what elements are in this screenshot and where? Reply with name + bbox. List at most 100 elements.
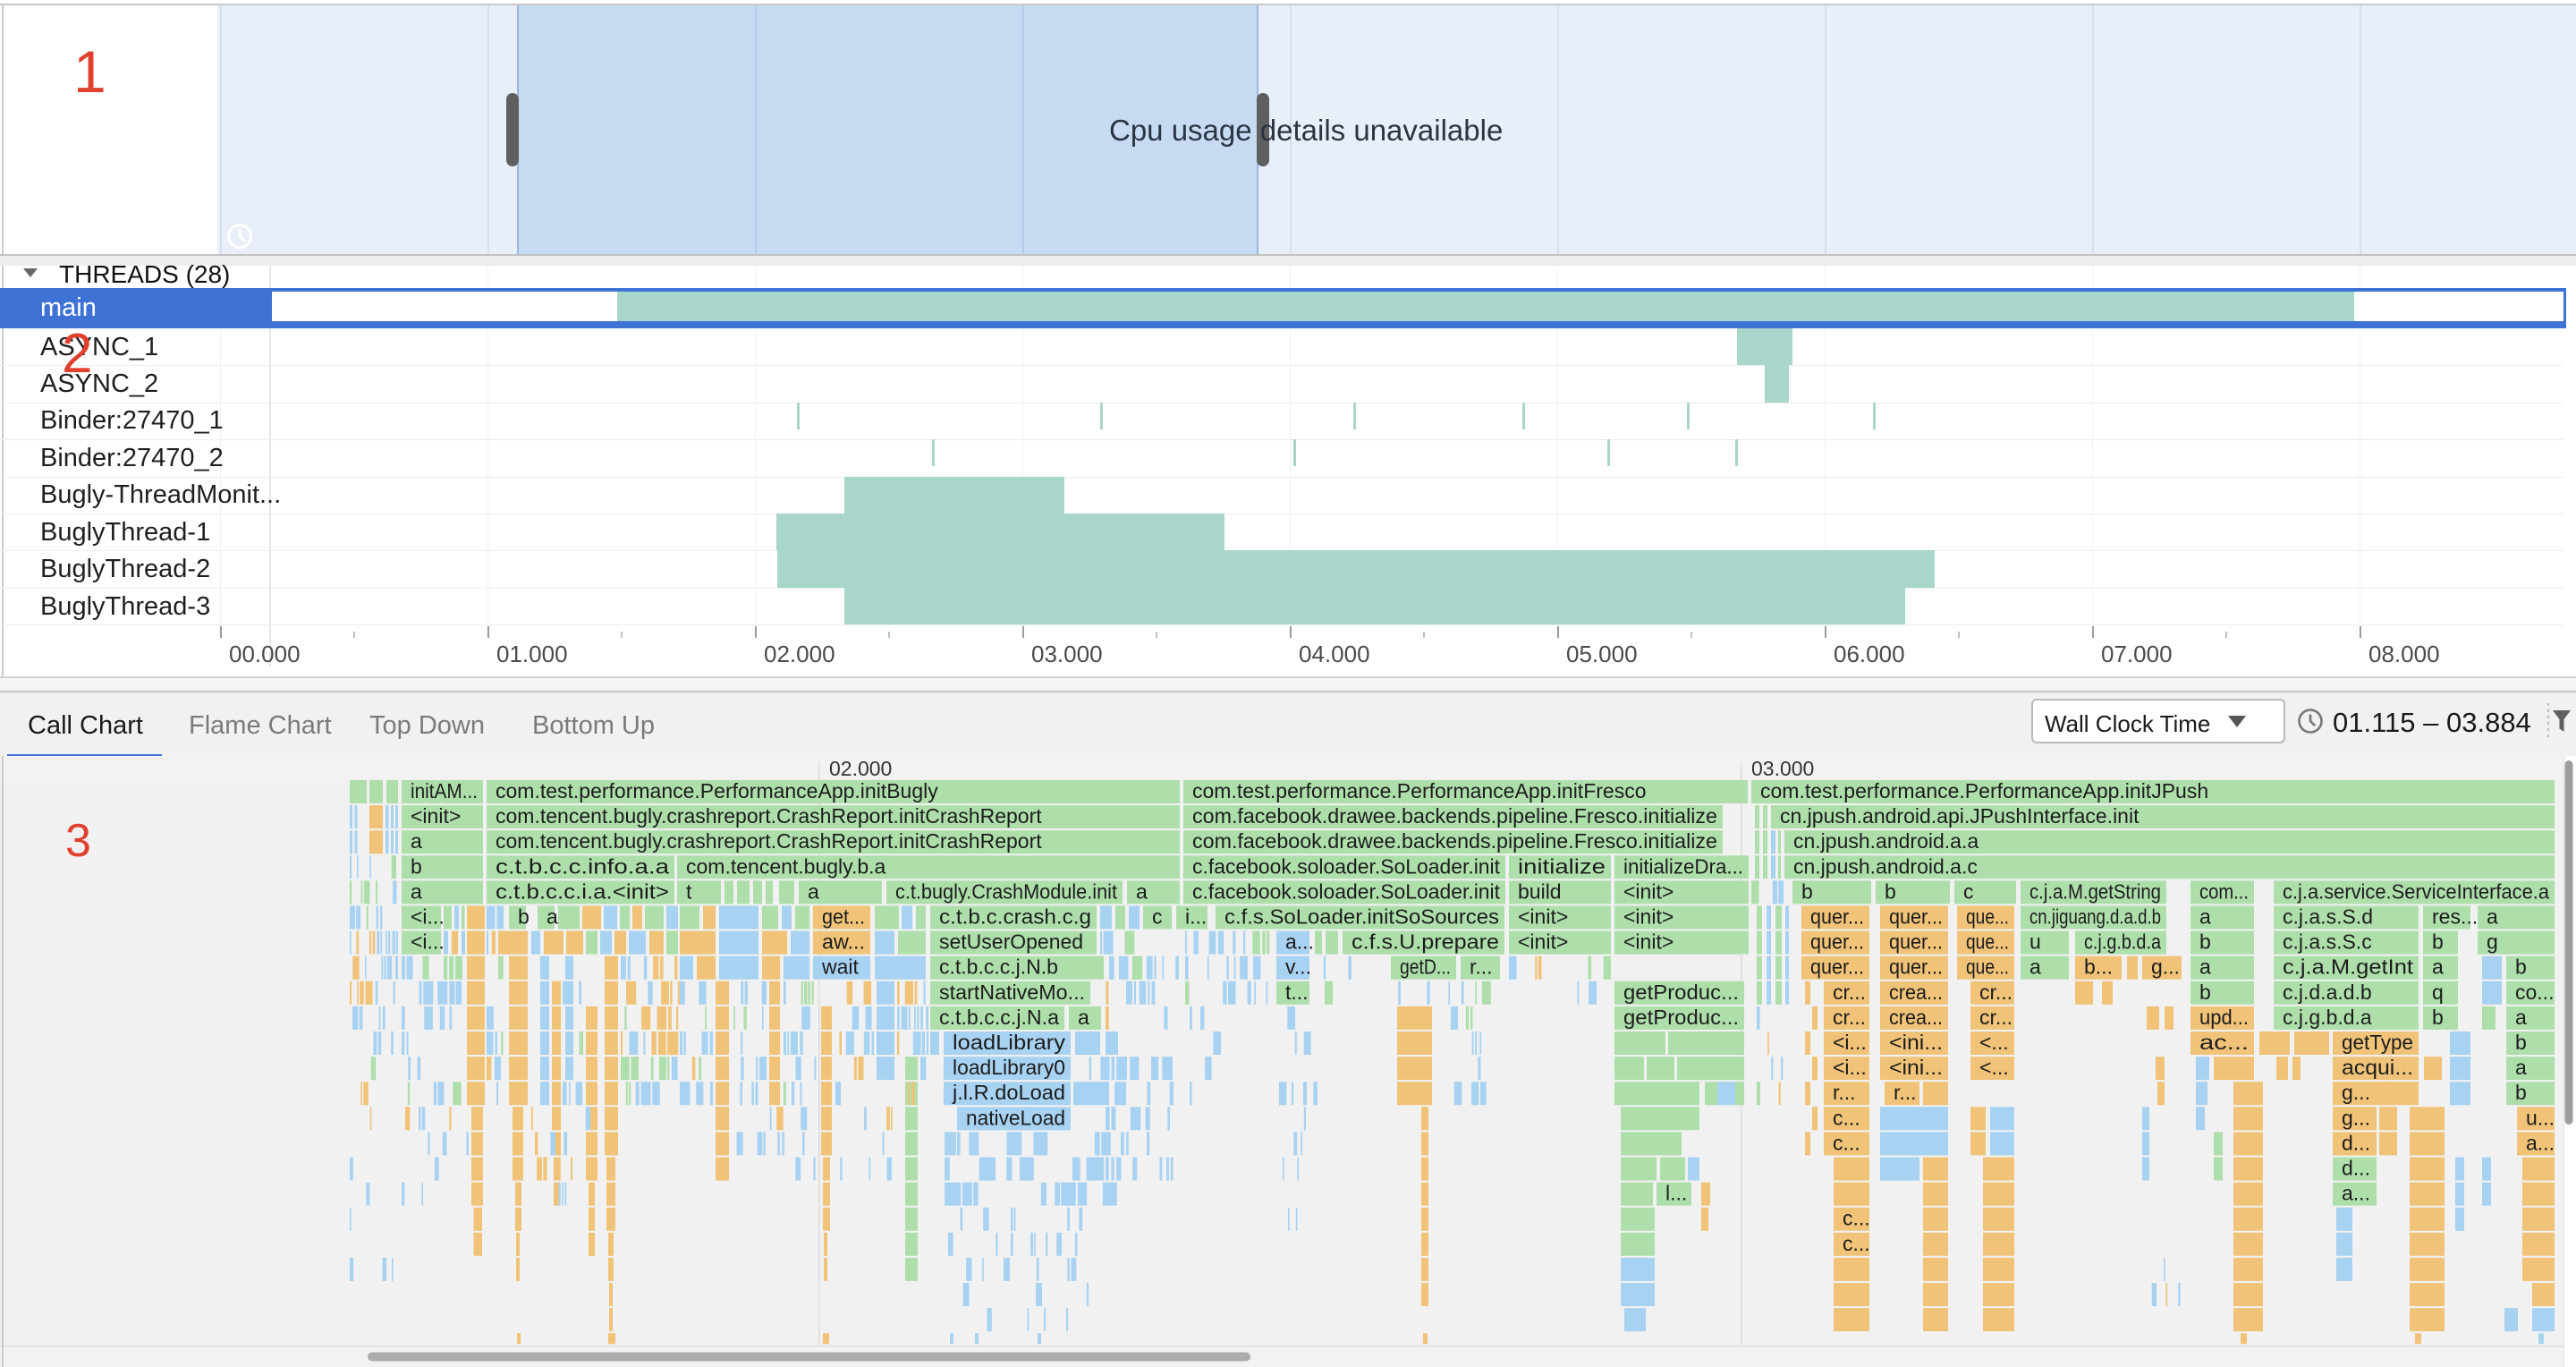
svg-text:cr...: cr... (1979, 1006, 2012, 1029)
svg-text:t...: t... (1285, 981, 1309, 1004)
svg-text:acqui...: acqui... (2342, 1056, 2413, 1079)
svg-text:i...: i... (1185, 905, 1207, 929)
svg-text:c: c (1963, 879, 1974, 903)
svg-text:cn.jpush.android.api.JPushInte: cn.jpush.android.api.JPushInterface.init (1780, 804, 2140, 828)
svg-text:c.j.a.M.getInt: c.j.a.M.getInt (2283, 955, 2414, 979)
svg-text:d...: d... (2342, 1157, 2370, 1180)
svg-text:<init>: <init> (411, 804, 461, 828)
svg-text:co...: co... (2515, 981, 2554, 1004)
svg-text:quer...: quer... (1889, 905, 1943, 929)
svg-text:c.j.g.b.d.a: c.j.g.b.d.a (2084, 930, 2161, 954)
svg-text:cn.jpush.android.a.c: cn.jpush.android.a.c (1793, 854, 1978, 878)
svg-text:c.t.b.c.c.i.a.<init>: c.t.b.c.c.i.a.<init> (496, 879, 669, 903)
svg-text:a: a (547, 905, 558, 929)
svg-text:com.test.performance.Performan: com.test.performance.PerformanceApp.init… (1192, 779, 1646, 802)
svg-text:a: a (2515, 1006, 2527, 1029)
svg-text:g: g (2487, 930, 2498, 954)
svg-text:crea...: crea... (1889, 1006, 1943, 1029)
svg-text:loadLibrary0: loadLibrary0 (953, 1056, 1065, 1079)
svg-text:res...: res... (2432, 905, 2478, 929)
svg-text:quer...: quer... (1810, 930, 1864, 954)
svg-text:com.facebook.drawee.backends.p: com.facebook.drawee.backends.pipeline.Fr… (1192, 829, 1717, 853)
svg-text:a: a (1136, 879, 1148, 903)
svg-text:r...: r... (1894, 1081, 1917, 1104)
svg-text:b: b (2515, 955, 2527, 979)
svg-text:q: q (2432, 981, 2444, 1004)
svg-text:c.facebook.soloader.SoLoader.i: c.facebook.soloader.SoLoader.init (1192, 854, 1501, 878)
svg-text:getProduc...: getProduc... (1623, 981, 1739, 1004)
svg-text:quer...: quer... (1810, 955, 1864, 979)
svg-text:b: b (2199, 981, 2211, 1004)
svg-text:a: a (2199, 955, 2211, 979)
svg-text:getType: getType (2342, 1031, 2413, 1054)
svg-text:b...: b... (2084, 955, 2113, 979)
svg-text:setUserOpened: setUserOpened (939, 930, 1083, 954)
svg-text:c.j.a.s.S.d: c.j.a.s.S.d (2283, 905, 2373, 929)
svg-text:<...: <... (1979, 1056, 2009, 1079)
svg-text:wait: wait (821, 955, 860, 979)
svg-text:getProduc...: getProduc... (1623, 1006, 1739, 1029)
svg-text:cn.jiguang.d.a.d.b: cn.jiguang.d.a.d.b (2029, 905, 2161, 929)
svg-text:02.000: 02.000 (829, 757, 892, 780)
svg-text:c.j.g.b.d.a: c.j.g.b.d.a (2283, 1006, 2372, 1029)
svg-text:cr...: cr... (1979, 981, 2012, 1004)
svg-text:<init>: <init> (1623, 930, 1674, 954)
svg-text:c.t.bugly.CrashModule.init: c.t.bugly.CrashModule.init (895, 879, 1118, 903)
svg-text:build: build (1518, 879, 1562, 903)
svg-text:quer...: quer... (1889, 955, 1943, 979)
svg-text:<i...: <i... (1833, 1056, 1867, 1079)
svg-text:c.j.a.s.S.c: c.j.a.s.S.c (2283, 930, 2372, 954)
svg-text:initializeDra...: initializeDra... (1623, 854, 1743, 878)
svg-text:g...: g... (2151, 955, 2180, 979)
svg-text:j.l.R.doLoad: j.l.R.doLoad (952, 1081, 1065, 1104)
svg-text:a: a (808, 879, 819, 903)
svg-text:quer...: quer... (1889, 930, 1943, 954)
svg-text:g...: g... (2342, 1081, 2370, 1104)
svg-text:b: b (2432, 1006, 2444, 1029)
svg-text:aw...: aw... (822, 930, 865, 954)
svg-text:com.tencent.bugly.crashreport.: com.tencent.bugly.crashreport.CrashRepor… (496, 829, 1042, 853)
svg-text:c.t.b.c.c.j.N.b: c.t.b.c.c.j.N.b (939, 955, 1058, 979)
svg-text:nativeLoad: nativeLoad (966, 1106, 1065, 1129)
svg-text:<ini...: <ini... (1889, 1056, 1943, 1079)
svg-text:a: a (2432, 955, 2444, 979)
svg-text:d...: d... (2342, 1131, 2370, 1154)
svg-text:cn.jpush.android.a.a: cn.jpush.android.a.a (1793, 829, 1979, 853)
svg-text:<init>: <init> (1623, 905, 1674, 929)
svg-text:a: a (411, 829, 422, 853)
svg-text:com.facebook.drawee.backends.p: com.facebook.drawee.backends.pipeline.Fr… (1192, 804, 1717, 828)
svg-text:a...: a... (1285, 930, 1314, 954)
svg-text:c.t.b.c.c.info.a.a: c.t.b.c.c.info.a.a (496, 854, 669, 878)
svg-text:get...: get... (822, 905, 865, 929)
svg-text:v...: v... (1285, 955, 1311, 979)
svg-text:a: a (2199, 905, 2211, 929)
svg-text:que...: que... (1966, 955, 2009, 979)
svg-text:a: a (1078, 1006, 1089, 1029)
svg-text:<ini...: <ini... (1889, 1031, 1943, 1054)
svg-text:que...: que... (1966, 905, 2009, 929)
svg-text:a: a (2487, 905, 2498, 929)
svg-text:c.j.a.service.ServiceInterface: c.j.a.service.ServiceInterface.a (2283, 879, 2549, 903)
svg-text:a...: a... (2526, 1131, 2555, 1154)
svg-text:com.tencent.bugly.crashreport.: com.tencent.bugly.crashreport.CrashRepor… (496, 804, 1042, 828)
svg-text:r...: r... (1470, 955, 1493, 979)
svg-text:b: b (1801, 879, 1813, 903)
svg-text:cr...: cr... (1833, 981, 1866, 1004)
svg-text:<init>: <init> (1623, 879, 1674, 903)
svg-text:a: a (411, 879, 422, 903)
svg-text:que...: que... (1966, 930, 2009, 954)
svg-text:r...: r... (1833, 1081, 1856, 1104)
svg-text:quer...: quer... (1810, 905, 1864, 929)
svg-text:c.f.s.SoLoader.initSoSources: c.f.s.SoLoader.initSoSources (1224, 905, 1499, 929)
svg-text:c.j.a.M.getString: c.j.a.M.getString (2029, 879, 2161, 903)
svg-text:c...: c... (1843, 1232, 1870, 1255)
svg-text:<i...: <i... (411, 930, 445, 954)
svg-text:c...: c... (1843, 1207, 1870, 1230)
svg-text:c.j.d.a.d.b: c.j.d.a.d.b (2283, 981, 2372, 1004)
svg-text:c.t.b.c.c.j.N.a: c.t.b.c.c.j.N.a (939, 1006, 1059, 1029)
svg-text:g...: g... (2342, 1106, 2370, 1129)
svg-text:u...: u... (2526, 1106, 2555, 1129)
svg-text:b: b (518, 905, 530, 929)
svg-text:com.test.performance.Performan: com.test.performance.PerformanceApp.init… (1760, 779, 2208, 802)
svg-text:com...: com... (2199, 879, 2249, 903)
